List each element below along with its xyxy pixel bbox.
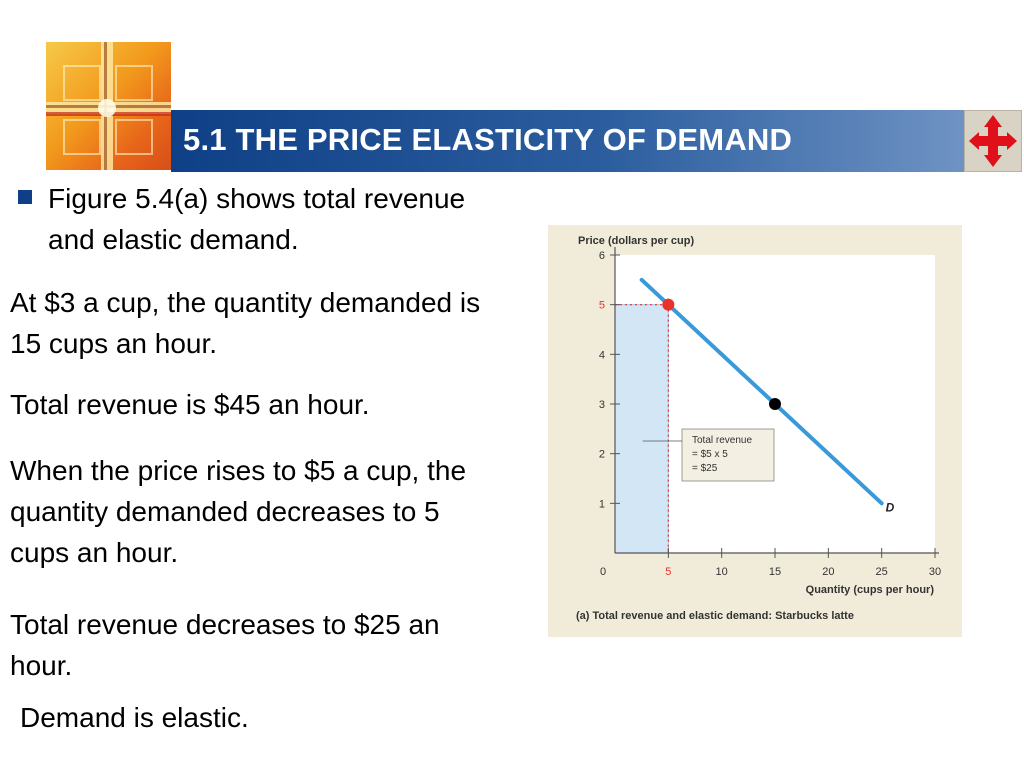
annotation-text: = $25 [692, 463, 718, 474]
paragraph-revenue-25: Total revenue decreases to $25 an hour. [10, 609, 440, 681]
y-tick-label: 2 [599, 449, 605, 461]
y-tick-label: 1 [599, 498, 605, 510]
bullet-text: Figure 5.4(a) shows total revenue and el… [48, 183, 466, 255]
x-tick-label: 10 [716, 566, 728, 578]
y-tick-label: 6 [599, 250, 605, 262]
demand-curve-line [639, 277, 884, 506]
demand-curve-label: D [886, 500, 895, 514]
annotation-text: Total revenue [692, 435, 752, 446]
demand-chart: 1 2 3 4 5 6 0 5 10 15 20 25 30 Price (dollars per cup… [576, 235, 941, 622]
navigation-button[interactable] [964, 110, 1022, 172]
chart-caption: (a) Total revenue and elastic demand: St… [576, 610, 854, 622]
x-tick-label: 15 [769, 566, 781, 578]
y-tick-label: 5 [599, 300, 605, 312]
title-bar: 5.1 THE PRICE ELASTICITY OF DEMAND [171, 110, 966, 172]
page-title: 5.1 THE PRICE ELASTICITY OF DEMAND [183, 122, 793, 157]
x-tick-label: 30 [929, 566, 941, 578]
x-tick-label: 5 [665, 566, 671, 578]
x-tick-label: 20 [822, 566, 834, 578]
annotation-box [681, 428, 775, 482]
logo [46, 42, 171, 170]
annotation-text: = $5 x 5 [692, 449, 728, 460]
y-tick-label: 3 [599, 399, 605, 411]
demand-chart-panel: 1 2 3 4 5 6 0 5 10 15 20 25 30 Price (dollars per cup… [548, 225, 962, 637]
y-axis-label: Price (dollars per cup) [578, 235, 694, 247]
x-tick-label: 0 [600, 566, 606, 578]
x-axis-label: Quantity (cups per hour) [806, 584, 935, 596]
x-tick-label: 25 [876, 566, 888, 578]
total-revenue-area [614, 304, 669, 554]
paragraph-elastic: Demand is elastic. [20, 702, 249, 733]
y-tick-label: 4 [599, 349, 605, 361]
bullet-square [18, 190, 32, 204]
paragraph-price-rise: When the price rises to $5 a cup, the qu… [10, 455, 467, 568]
paragraph-price-3: At $3 a cup, the quantity demanded is 15… [10, 287, 481, 359]
data-point [769, 398, 781, 410]
four-arrow-navigation-icon [969, 115, 1017, 167]
cross-window-logo-icon [46, 42, 171, 170]
data-point [662, 298, 675, 311]
paragraph-revenue-45: Total revenue is $45 an hour. [10, 389, 370, 420]
